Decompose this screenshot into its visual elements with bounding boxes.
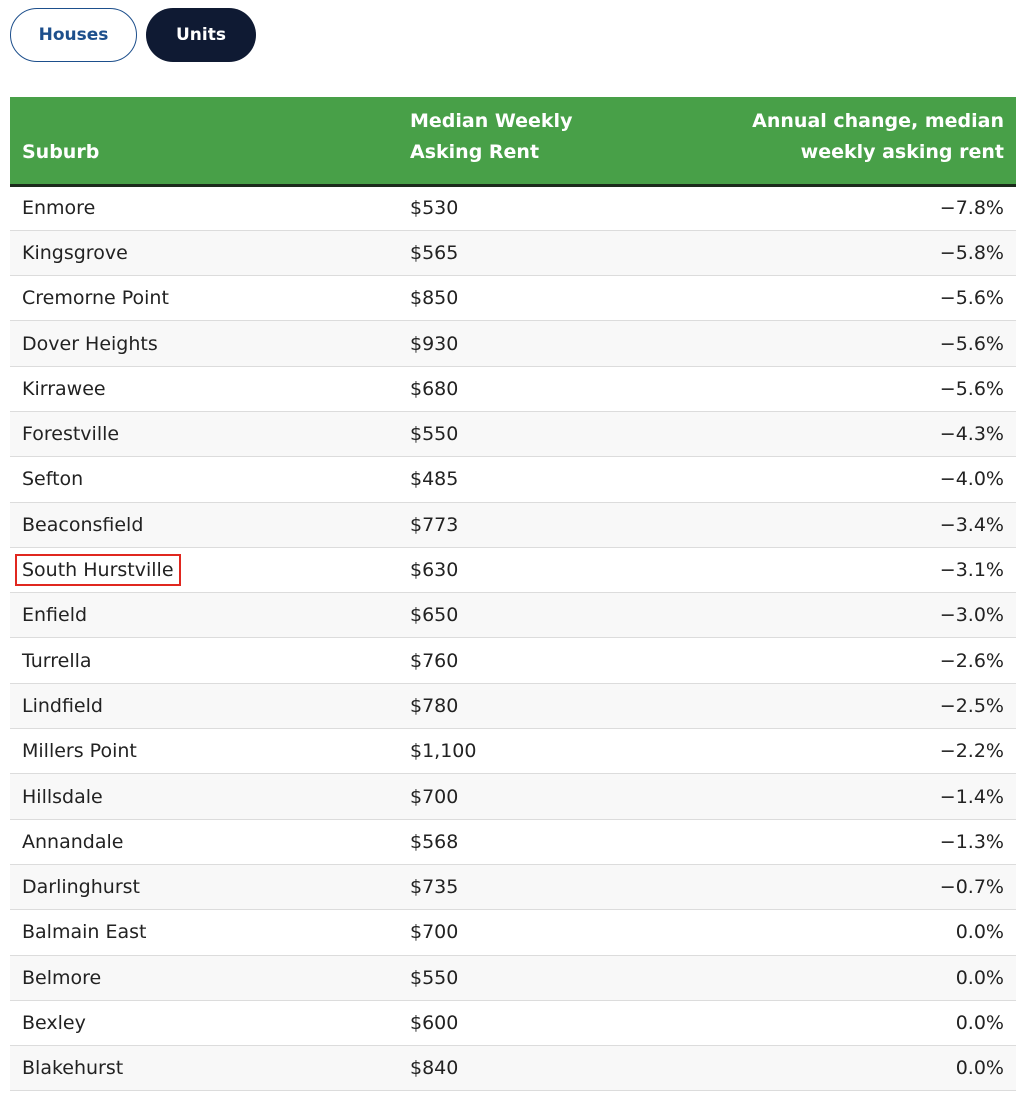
header-cell: Suburb [10,97,398,187]
table-row: Dover Heights $930 −5.6% [10,320,1016,367]
table-cell: 0.0% [698,1000,1016,1047]
table-cell: −3.1% [698,547,1016,594]
table-row: Millers Point $1,100 −2.2% [10,728,1016,775]
table-row: South Hurstville $630 −3.1% [10,547,1016,594]
table-cell: −5.6% [698,366,1016,412]
highlighted-suburb: South Hurstville [15,554,181,587]
header-cell: Median Weekly Asking Rent [398,97,698,187]
table-cell: Balmain East [10,909,398,956]
header-cell: Annual change, median weekly asking rent [698,97,1016,187]
table-cell: Lindfield [10,683,398,730]
table-cell: Blakehurst [10,1045,398,1092]
table-row: Belmore $550 0.0% [10,955,1016,1001]
table-row: Turrella $760 −2.6% [10,637,1016,684]
table-cell: Sefton [10,456,398,503]
table-row: Hillsdale $700 −1.4% [10,773,1016,820]
table-cell: South Hurstville [10,547,398,594]
table-row: Balmain East $700 0.0% [10,909,1016,956]
table-cell: −2.2% [698,728,1016,775]
table-cell: $530 [398,185,698,231]
table-cell: −4.3% [698,411,1016,458]
table-cell: $630 [398,547,698,594]
table-cell: −7.8% [698,185,1016,231]
table-cell: $600 [398,1000,698,1047]
table-cell: Beaconsfield [10,502,398,548]
table-row: Sefton $485 −4.0% [10,456,1016,503]
table-cell: −4.0% [698,456,1016,503]
table-cell: $760 [398,637,698,684]
table-row: Beaconsfield $773 −3.4% [10,502,1016,548]
header-row: Suburb Median Weekly Asking Rent Annual … [10,97,1016,187]
table-cell: Belmore [10,955,398,1001]
table-cell: Millers Point [10,728,398,775]
table-cell: Turrella [10,637,398,684]
table-header: Suburb Median Weekly Asking Rent Annual … [10,97,1016,187]
table-cell: $700 [398,909,698,956]
rent-table: Suburb Median Weekly Asking Rent Annual … [10,97,1016,1092]
table-body: Enmore $530 −7.8% Kingsgrove $565 −5.8% Cremor… [10,185,1016,1092]
table-row: Blakehurst $840 0.0% [10,1045,1016,1092]
table-cell: −3.4% [698,502,1016,548]
table-cell: $565 [398,230,698,277]
table-cell: $1,100 [398,728,698,775]
table-row: Bexley $600 0.0% [10,1000,1016,1047]
table-cell: −2.5% [698,683,1016,730]
table-row: Kirrawee $680 −5.6% [10,366,1016,412]
table-cell: −1.4% [698,773,1016,820]
table-cell: $650 [398,592,698,639]
table-row: Kingsgrove $565 −5.8% [10,230,1016,277]
table-row: Enmore $530 −7.8% [10,185,1016,231]
header-text: Median Weekly Asking Rent [410,109,573,163]
table-cell: $550 [398,411,698,458]
table-cell: −2.6% [698,637,1016,684]
table-cell: 0.0% [698,1045,1016,1092]
table-row: Lindfield $780 −2.5% [10,683,1016,730]
table-cell: $485 [398,456,698,503]
table-cell: $773 [398,502,698,548]
table-row: Cremorne Point $850 −5.6% [10,275,1016,322]
table-cell: −5.8% [698,230,1016,277]
table-cell: Hillsdale [10,773,398,820]
units-tab[interactable]: Units [146,8,256,62]
table-cell: $735 [398,864,698,911]
table-cell: $700 [398,773,698,820]
table-cell: Cremorne Point [10,275,398,322]
header-text: Annual change, median weekly asking rent [752,109,1004,163]
table-cell: $930 [398,320,698,367]
table-row: Forestville $550 −4.3% [10,411,1016,458]
table-cell: Forestville [10,411,398,458]
table-cell: −3.0% [698,592,1016,639]
header-text: Suburb [22,140,100,163]
table-cell: $780 [398,683,698,730]
table-row: Enfield $650 −3.0% [10,592,1016,639]
table-cell: 0.0% [698,909,1016,956]
table-cell: $840 [398,1045,698,1092]
table-cell: −1.3% [698,819,1016,865]
table-cell: Enmore [10,185,398,231]
table-cell: −5.6% [698,320,1016,367]
table-cell: $550 [398,955,698,1001]
table-cell: 0.0% [698,955,1016,1001]
table-cell: −5.6% [698,275,1016,322]
table-cell: $568 [398,819,698,865]
table-cell: Annandale [10,819,398,865]
houses-tab[interactable]: Houses [10,8,137,62]
tab-bar: Houses Units [10,8,256,62]
table-row: Darlinghurst $735 −0.7% [10,864,1016,911]
table-cell: $850 [398,275,698,322]
table-cell: Darlinghurst [10,864,398,911]
table-cell: Kingsgrove [10,230,398,277]
table-cell: Enfield [10,592,398,639]
table-cell: −0.7% [698,864,1016,911]
table-cell: Kirrawee [10,366,398,412]
table-row: Annandale $568 −1.3% [10,819,1016,865]
table-cell: Dover Heights [10,320,398,367]
table-cell: $680 [398,366,698,412]
table-cell: Bexley [10,1000,398,1047]
